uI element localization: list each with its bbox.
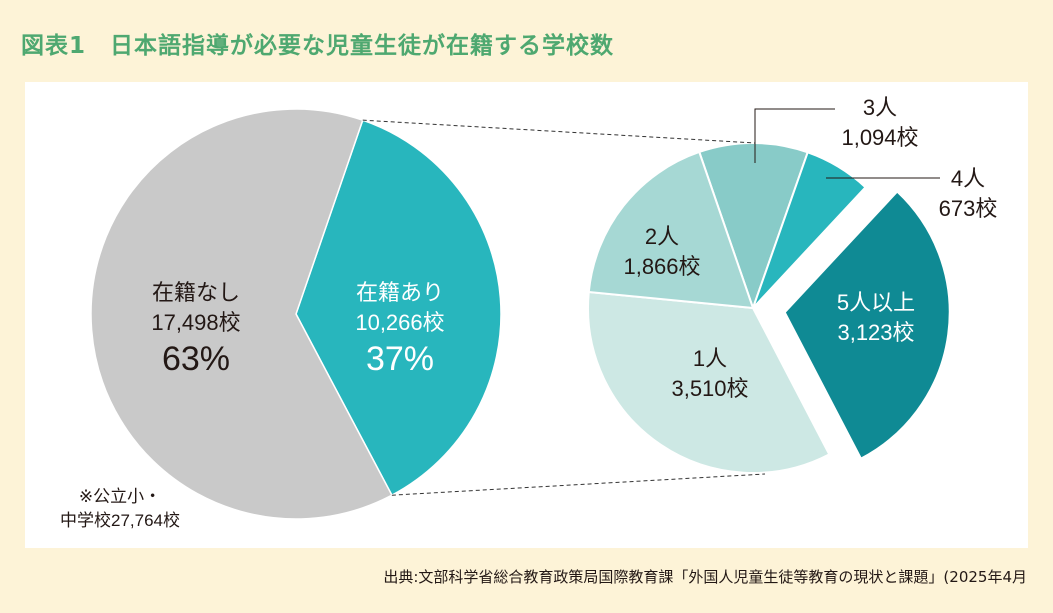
label-enrolled: 在籍あり 10,266校 37% (355, 280, 444, 378)
label-4人: 4人 673校 (939, 166, 998, 221)
pie-slice-4人 (752, 151, 867, 309)
label-1人-line: 3,510校 (671, 376, 748, 401)
source-note: 出典:文部科学省総合教育政策局国際教育課「外国人児童生徒等教育の現状と課題」(2… (383, 568, 1027, 586)
total-note-line: ※公立小・ (79, 487, 161, 506)
label-5人以上-line: 5人以上 (837, 290, 915, 315)
label-3人: 3人 1,094校 (841, 95, 918, 150)
label-1人-line: 1人 (693, 346, 727, 371)
pie-slice-none (90, 108, 393, 520)
label-not-enrolled-line: 63% (162, 340, 230, 378)
label-1人: 1人 3,510校 (671, 346, 748, 401)
label-5人以上: 5人以上 3,123校 (837, 290, 915, 345)
label-3人-line: 1,094校 (841, 125, 918, 150)
label-not-enrolled-line: 在籍なし (152, 280, 240, 305)
pie-slice-enrolled (295, 119, 502, 497)
total-note-line: 中学校27,764校 (60, 511, 180, 530)
label-2人-line: 2人 (645, 224, 679, 249)
label-enrolled-line: 在籍あり (356, 280, 444, 305)
label-not-enrolled: 在籍なし 17,498校 63% (151, 280, 240, 378)
label-enrolled-line: 10,266校 (355, 310, 444, 335)
label-2人-line: 1,866校 (623, 254, 700, 279)
label-2人: 2人 1,866校 (623, 224, 700, 279)
label-4人-line: 673校 (939, 196, 998, 221)
connector-line-top (362, 119, 756, 144)
label-4人-line: 4人 (951, 166, 985, 191)
figure-title: 図表1 日本語指導が必要な児童生徒が在籍する学校数 (21, 33, 615, 59)
total-note: ※公立小・中学校27,764校 (60, 487, 180, 530)
pie-slice-2人 (587, 150, 755, 310)
leader-line-3 (754, 108, 835, 163)
label-5人以上-line: 3,123校 (837, 320, 914, 345)
pie-slice-1人 (587, 290, 831, 474)
pie-slice-3人 (698, 142, 809, 312)
pie-slice-5人以上 (783, 190, 951, 460)
label-not-enrolled-line: 17,498校 (151, 310, 240, 335)
label-enrolled-line: 37% (366, 340, 434, 378)
label-3人-line: 3人 (863, 95, 897, 120)
connector-line-bottom (391, 473, 766, 496)
